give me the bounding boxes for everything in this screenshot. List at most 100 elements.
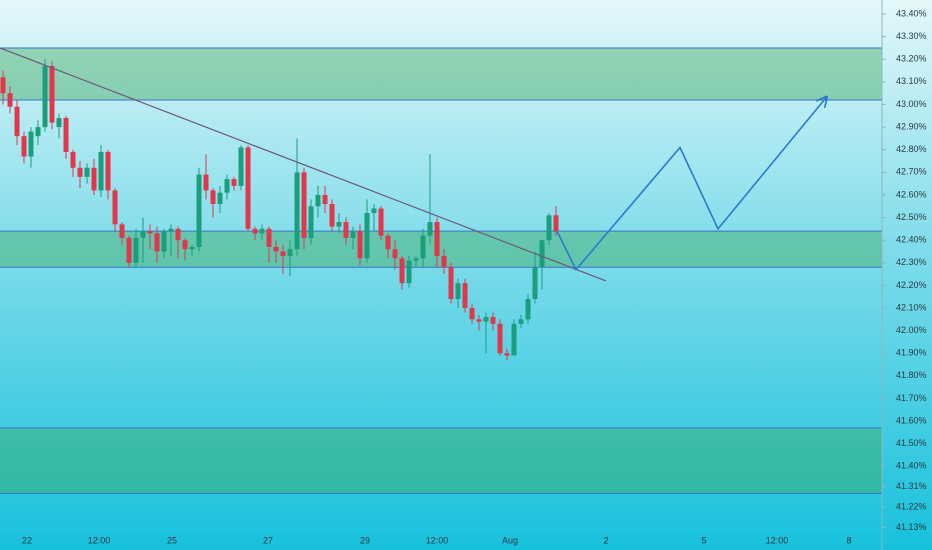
candle-body: [112, 190, 118, 225]
candle-body: [224, 179, 230, 193]
candle-body: [105, 151, 111, 191]
y-tick-label: 42.30%: [896, 257, 927, 267]
y-tick-label: 43.10%: [896, 76, 927, 86]
candle-body: [280, 251, 286, 257]
candle-body: [301, 172, 307, 238]
candle-body: [287, 249, 293, 257]
candle-body: [385, 235, 391, 250]
y-tick-label: 42.00%: [896, 325, 927, 335]
candle-body: [490, 317, 496, 324]
candle-body: [63, 118, 69, 152]
candle-body: [392, 249, 398, 259]
x-tick-label: Aug: [502, 535, 518, 545]
x-tick-label: 8: [847, 535, 852, 545]
y-tick-label: 42.20%: [896, 280, 927, 290]
candle-body: [259, 228, 265, 234]
y-tick-label: 41.40%: [896, 461, 927, 471]
candle-body: [343, 222, 349, 238]
x-tick-label: 12:00: [426, 535, 449, 545]
candle-body: [245, 147, 251, 229]
candle-body: [84, 167, 90, 177]
y-tick-label: 43.00%: [896, 99, 927, 109]
candle-body: [294, 172, 300, 250]
y-tick-label: 42.10%: [896, 302, 927, 312]
candle-body: [406, 260, 412, 284]
candle-body: [140, 231, 146, 238]
y-tick-label: 41.80%: [896, 370, 927, 380]
candle-body: [168, 228, 174, 232]
candle-body: [231, 179, 237, 186]
candle-body: [182, 240, 188, 250]
candle-body: [329, 203, 335, 227]
candle-body: [196, 174, 202, 247]
candle-body: [189, 246, 195, 250]
candle-body: [525, 298, 531, 320]
candle-body: [399, 258, 405, 284]
candle-body: [119, 224, 125, 238]
candle-body: [203, 174, 209, 191]
y-tick-label: 41.50%: [896, 438, 927, 448]
candle-body: [532, 267, 538, 299]
candle-body: [413, 258, 419, 261]
candle-body: [350, 231, 356, 238]
candle-body: [364, 213, 370, 259]
projection-path: [556, 98, 826, 272]
candle-body: [161, 231, 167, 252]
candle-body: [154, 233, 160, 252]
x-tick-label: 2: [603, 535, 608, 545]
x-tick-label: 5: [701, 535, 706, 545]
candle-body: [77, 167, 83, 177]
candle-body: [7, 93, 13, 107]
candle-body: [539, 240, 545, 268]
candle-body: [553, 215, 559, 232]
candle-body: [322, 194, 328, 204]
y-tick-label: 41.90%: [896, 348, 927, 358]
y-tick-label: 41.60%: [896, 415, 927, 425]
candle-body: [378, 208, 384, 236]
candle-body: [357, 231, 363, 259]
candle-body: [56, 118, 62, 128]
candle-body: [315, 194, 321, 207]
candle-body: [308, 206, 314, 238]
candle-body: [70, 151, 76, 168]
candle-body: [14, 106, 20, 137]
candle-body: [504, 353, 510, 356]
zone: [0, 231, 882, 268]
candle-body: [0, 77, 6, 94]
candle-body: [476, 319, 482, 322]
candle-body: [511, 323, 517, 356]
x-tick-label: 29: [360, 535, 370, 545]
y-tick-label: 42.40%: [896, 235, 927, 245]
zone: [0, 427, 882, 494]
candle-body: [91, 167, 97, 191]
candle-body: [273, 246, 279, 252]
trendline: [0, 47, 607, 282]
x-tick-label: 27: [263, 535, 273, 545]
candle-body: [266, 228, 272, 247]
candle-body: [28, 131, 34, 157]
candle-body: [147, 231, 153, 234]
x-tick-label: 25: [167, 535, 177, 545]
y-tick-label: 42.70%: [896, 167, 927, 177]
plot-area: [0, 47, 882, 494]
y-tick-label: 41.31%: [896, 481, 927, 491]
candle-body: [371, 208, 377, 214]
candle-body: [126, 237, 132, 263]
candle-body: [441, 256, 447, 268]
candle-body: [238, 147, 244, 186]
candle-body: [210, 190, 216, 204]
y-tick-label: 43.40%: [896, 8, 927, 18]
y-tick-label: 41.22%: [896, 501, 927, 511]
y-tick-label: 42.80%: [896, 144, 927, 154]
candle-body: [427, 222, 433, 236]
candle-body: [175, 228, 181, 241]
candle-body: [98, 151, 104, 191]
x-tick-label: 22: [22, 535, 32, 545]
candle-body: [455, 283, 461, 299]
x-tick-label: 12:00: [88, 535, 111, 545]
candle-body: [49, 66, 55, 123]
candle-body: [21, 136, 27, 157]
candle-body: [336, 222, 342, 227]
candle-body: [420, 235, 426, 259]
